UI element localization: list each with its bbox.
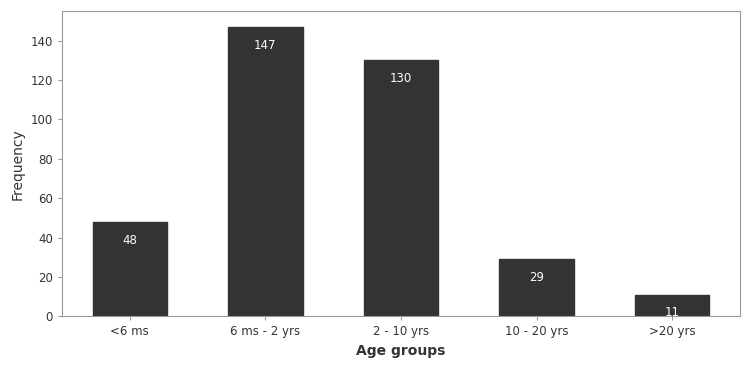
Bar [228, 27, 303, 316]
Text: 29: 29 [529, 271, 544, 284]
Bar [635, 295, 710, 316]
Bar [499, 259, 574, 316]
Text: 11: 11 [665, 307, 680, 320]
Text: 48: 48 [122, 234, 137, 246]
Text: 130: 130 [390, 72, 412, 85]
Y-axis label: Frequency: Frequency [11, 128, 25, 200]
Bar [92, 222, 167, 316]
Text: 147: 147 [254, 39, 276, 52]
Bar [363, 61, 439, 316]
X-axis label: Age groups: Age groups [356, 344, 445, 358]
